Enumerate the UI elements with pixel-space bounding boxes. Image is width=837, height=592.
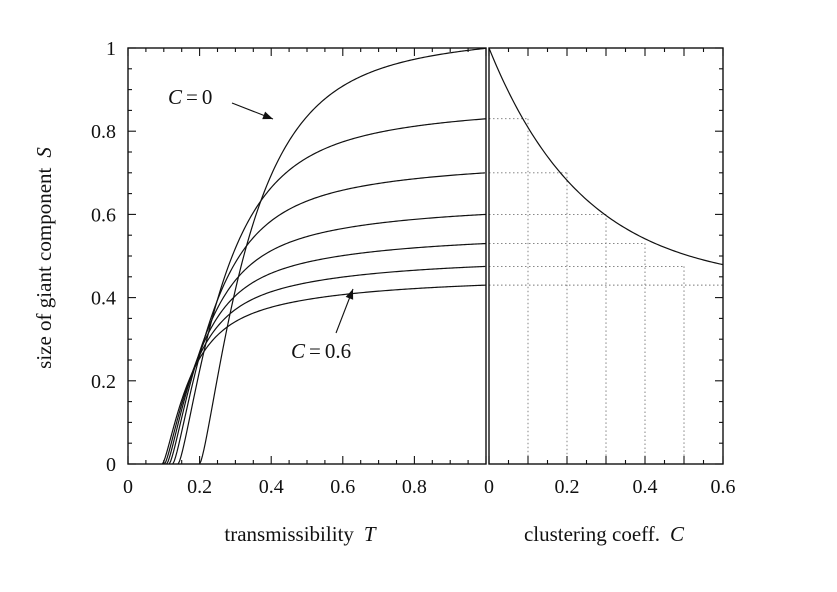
series-line-s-vs-c xyxy=(488,47,724,266)
series-line-c02 xyxy=(172,172,485,465)
series-line-c04 xyxy=(166,242,487,465)
arrow-c0-head xyxy=(262,111,273,120)
y-tick-label: 0.2 xyxy=(91,371,116,393)
series-line-c05 xyxy=(163,265,486,465)
series-line-c01 xyxy=(177,118,487,465)
series-line-c03 xyxy=(168,213,486,465)
y-tick-label: 1 xyxy=(106,38,116,60)
x-axis-label-left: transmissibility T xyxy=(224,522,377,546)
x-axis-label-right: clustering coeff. C xyxy=(524,522,685,546)
x-tick-label-left: 0.8 xyxy=(402,476,427,498)
x-tick-label-left: 0.2 xyxy=(187,476,212,498)
x-tick-label-left: 0 xyxy=(123,476,133,498)
right-panel: 0 0.2 0.4 0.6 xyxy=(484,47,736,498)
annotation-c0: C = 0 xyxy=(168,85,212,109)
y-tick-label: 0 xyxy=(106,454,116,476)
left-panel: 0 0.2 0.4 0.6 0.8 0 0.2 0.4 0.6 0.8 1 xyxy=(91,38,487,498)
x-tick-label-right: 0 xyxy=(484,476,494,498)
series-line-c06 xyxy=(161,284,487,465)
x-tick-label-right: 0.2 xyxy=(555,476,580,498)
y-tick-label: 0.4 xyxy=(91,288,116,310)
x-tick-label-left: 0.4 xyxy=(259,476,284,498)
y-tick-label: 0.8 xyxy=(91,121,116,143)
annotation-c06: C = 0.6 xyxy=(291,339,351,363)
x-tick-label-right: 0.6 xyxy=(711,476,736,498)
y-axis-label: size of giant componentS xyxy=(32,147,56,369)
x-tick-label-left: 0.6 xyxy=(330,476,355,498)
y-tick-label: 0.6 xyxy=(91,204,116,226)
arrow-c06-head xyxy=(345,289,354,300)
x-tick-label-right: 0.4 xyxy=(633,476,658,498)
series-line-c0 xyxy=(199,47,487,465)
